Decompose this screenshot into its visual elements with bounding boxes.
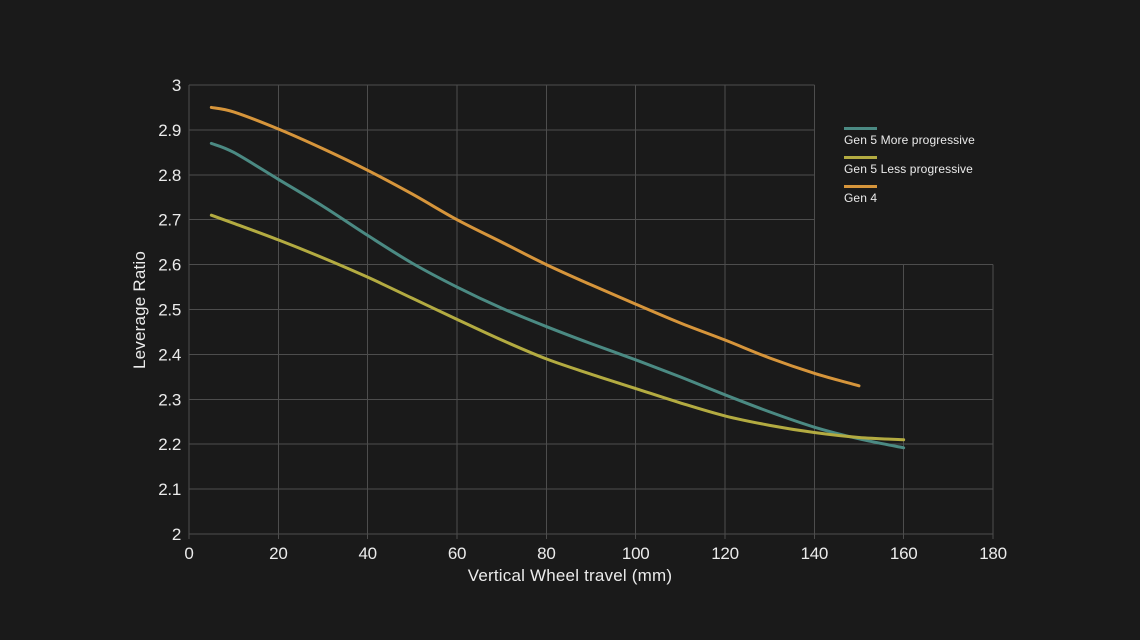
legend-swatch-orange xyxy=(844,185,877,188)
legend-entry-gen5-less-progressive: Gen 5 Less progressive xyxy=(844,156,975,176)
legend-swatch-yellow xyxy=(844,156,877,159)
y-tick-label: 2.9 xyxy=(158,121,181,140)
legend-entry-gen5-more-progressive: Gen 5 More progressive xyxy=(844,127,975,147)
x-tick-label: 20 xyxy=(269,544,287,563)
legend-swatch-teal xyxy=(844,127,877,130)
x-tick-label: 80 xyxy=(537,544,555,563)
y-tick-label: 3 xyxy=(172,76,181,95)
y-tick-label: 2.6 xyxy=(158,256,181,275)
x-tick-label: 120 xyxy=(711,544,738,563)
y-tick-label: 2.2 xyxy=(158,435,181,454)
x-tick-label: 180 xyxy=(979,544,1006,563)
y-tick-label: 2.4 xyxy=(158,345,181,364)
legend: Gen 5 More progressive Gen 5 Less progre… xyxy=(844,127,975,214)
series-line-gen-5-more-progressive xyxy=(209,141,906,450)
series-line-gen-5-less-progressive xyxy=(209,213,906,442)
y-tick-label: 2.8 xyxy=(158,166,181,185)
y-tick-label: 2.1 xyxy=(158,480,181,499)
legend-label: Gen 4 xyxy=(844,191,878,205)
y-tick-label: 2.3 xyxy=(158,390,181,409)
series-line-gen-4 xyxy=(209,105,861,388)
x-tick-label: 0 xyxy=(184,544,193,563)
y-tick-label: 2 xyxy=(172,525,181,544)
x-tick-label: 40 xyxy=(359,544,377,563)
y-tick-label: 2.5 xyxy=(158,301,181,320)
legend-label: Gen 5 Less progressive xyxy=(844,162,973,176)
y-axis-title: Leverage Ratio xyxy=(130,250,149,370)
legend-label: Gen 5 More progressive xyxy=(844,133,975,147)
y-tick-label: 2.7 xyxy=(158,211,181,230)
x-tick-label: 100 xyxy=(622,544,649,563)
x-tick-label: 60 xyxy=(448,544,466,563)
x-tick-label: 160 xyxy=(890,544,917,563)
x-axis-title: Vertical Wheel travel (mm) xyxy=(467,566,673,585)
x-tick-label: 140 xyxy=(801,544,828,563)
legend-entry-gen4: Gen 4 xyxy=(844,185,975,205)
